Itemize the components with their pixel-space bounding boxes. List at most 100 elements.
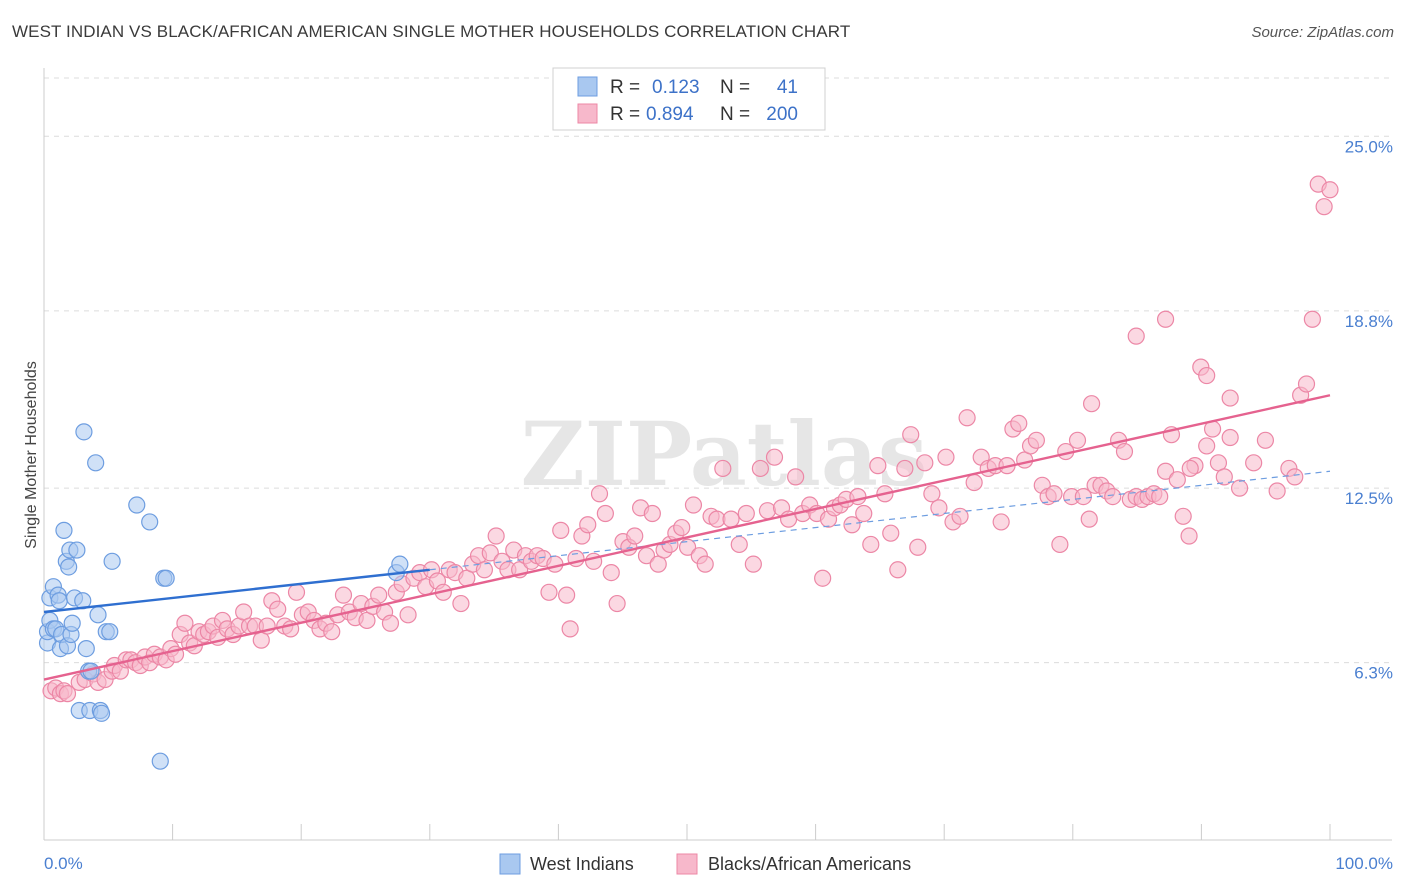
bottom-legend-label-west-indians: West Indians <box>530 854 634 874</box>
black-african-americans-point <box>1215 468 1233 486</box>
west-indians-point <box>60 558 78 576</box>
y-tick-label: 25.0% <box>1345 137 1393 156</box>
black-african-americans-point <box>843 516 861 534</box>
black-african-americans-point <box>1168 471 1186 489</box>
black-african-americans-point <box>626 527 644 545</box>
black-african-americans-point <box>751 459 770 478</box>
black-african-americans-point <box>1151 487 1169 506</box>
legend-r-label-1: R = <box>610 77 640 98</box>
black-african-americans-point <box>902 426 920 444</box>
black-african-americans-point <box>1115 442 1134 461</box>
black-african-americans-point <box>334 586 353 604</box>
black-african-americans-point <box>1127 327 1145 345</box>
black-african-americans-point <box>889 561 907 579</box>
black-african-americans-point <box>552 521 570 539</box>
black-african-americans-point <box>481 544 499 562</box>
black-african-americans-point <box>896 459 914 478</box>
legend-r-label-2: R = <box>610 104 640 125</box>
west-indians-point <box>63 614 81 632</box>
black-african-americans-point <box>269 600 287 618</box>
black-african-americans-point <box>787 468 805 486</box>
black-african-americans-point <box>540 583 558 601</box>
black-african-americans-point <box>849 487 867 506</box>
bottom-legend-swatch-west-indians <box>499 853 521 875</box>
black-african-americans-point <box>992 513 1010 531</box>
black-african-americans-point <box>678 538 697 556</box>
x-tick-label: 100.0% <box>1335 854 1393 873</box>
legend-n-value-2: 200 <box>766 104 798 125</box>
black-african-americans-point <box>882 524 900 542</box>
y-axis-title: Single Mother Households <box>23 361 40 549</box>
y-tick-label: 12.5% <box>1345 489 1393 508</box>
black-african-americans-point <box>930 499 948 517</box>
trend-lines <box>43 394 1331 681</box>
black-african-americans-point <box>579 516 597 534</box>
west-indians-point <box>89 606 107 624</box>
black-african-americans-point <box>1082 395 1101 413</box>
black-african-americans-point <box>1221 389 1239 407</box>
black-african-americans-point <box>1074 487 1092 506</box>
black-african-americans-point <box>608 594 626 613</box>
black-african-americans-point <box>722 510 740 528</box>
black-african-americans-point <box>737 504 755 523</box>
black-african-americans-point <box>399 606 417 624</box>
west-indians-point <box>391 555 409 573</box>
legend-swatch-black-african-americans <box>577 103 598 124</box>
black-african-americans-point <box>370 586 388 604</box>
black-african-americans-point <box>1156 462 1175 480</box>
black-african-americans-point <box>1221 428 1239 447</box>
legend-n-label-2: N = <box>720 104 750 125</box>
black-african-americans-point <box>1303 310 1321 328</box>
black-african-americans-point <box>673 518 691 537</box>
y-tick-label: 6.3% <box>1354 664 1393 683</box>
black-african-americans-point <box>1174 507 1192 525</box>
black-african-americans-point <box>176 614 194 632</box>
black-african-americans-point <box>1180 527 1198 545</box>
black-african-americans-point <box>1051 535 1069 554</box>
black-african-americans-point <box>558 586 576 604</box>
black-african-americans-point <box>1286 468 1304 486</box>
black-african-americans-point <box>965 473 983 492</box>
black-african-americans-point <box>1245 454 1263 472</box>
west-indians-point <box>87 454 105 472</box>
west-indians-point <box>128 496 146 514</box>
legend-r-value-2: 0.894 <box>646 104 694 125</box>
black-african-americans-point <box>1256 431 1275 449</box>
west-indians-point <box>157 569 175 587</box>
black-african-americans-point <box>744 555 762 573</box>
black-african-americans-point <box>475 561 494 579</box>
y-tick-label: 18.8% <box>1345 312 1393 331</box>
black-african-americans-trend-line <box>43 394 1331 681</box>
west-indians-point <box>75 423 93 441</box>
west-indians-point <box>141 513 159 531</box>
black-african-americans-point <box>452 594 470 613</box>
black-african-americans-point <box>1045 485 1063 503</box>
chart-title: WEST INDIAN VS BLACK/AFRICAN AMERICAN SI… <box>12 22 851 41</box>
black-african-americans-point <box>602 563 620 582</box>
black-african-americans-point <box>637 547 656 565</box>
west-indians-point <box>103 552 121 570</box>
black-african-americans-point <box>869 457 887 475</box>
black-african-americans-point <box>1198 366 1216 385</box>
watermark: ZIPatlas <box>521 402 928 506</box>
black-african-americans-point <box>758 502 777 520</box>
west-indians-point <box>68 541 86 559</box>
legend-n-value-1: 41 <box>777 77 798 98</box>
legend-r-value-1: 0.123 <box>652 77 700 98</box>
west-indians-point <box>55 521 73 539</box>
black-african-americans-point <box>1315 198 1333 216</box>
west-indians-point <box>50 592 68 610</box>
black-african-americans-point <box>862 535 880 554</box>
legend-n-label-1: N = <box>720 77 750 98</box>
legend: R = 0.123 N = 41 R = 0.894 N = 200 <box>552 67 826 131</box>
west-indians-point <box>77 639 95 658</box>
grid <box>44 77 1392 664</box>
points <box>38 175 1339 770</box>
west-indians-point <box>151 752 169 770</box>
black-african-americans-point <box>696 555 714 573</box>
black-african-americans-point <box>1268 482 1286 500</box>
x-tick-label: 0.0% <box>44 854 83 873</box>
black-african-americans-point <box>287 583 306 601</box>
west-indians-trend-line <box>43 568 430 614</box>
black-african-americans-point <box>684 496 703 514</box>
